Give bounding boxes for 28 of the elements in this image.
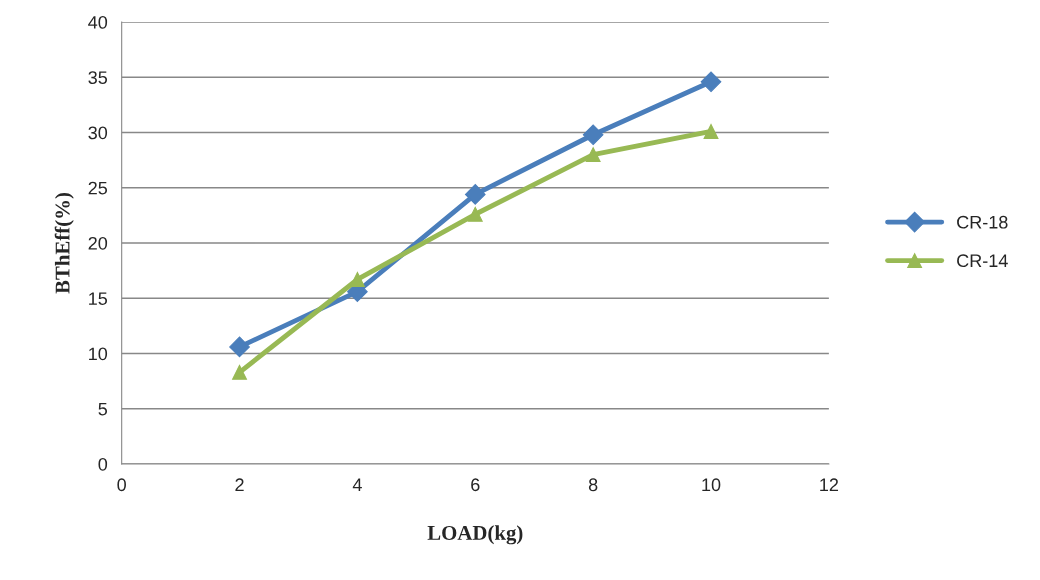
x-tick-label: 4 xyxy=(352,478,362,491)
x-axis-title: LOAD(kg) xyxy=(427,525,523,545)
y-tick-label: 15 xyxy=(89,292,108,305)
y-tick-label: 0 xyxy=(98,457,108,471)
point xyxy=(229,336,250,358)
x-tick-label: 12 xyxy=(820,478,839,491)
y-tick-label: 25 xyxy=(88,181,108,195)
x-tick-label: 6 xyxy=(471,478,480,492)
legend-label: CR-14 xyxy=(957,254,1008,268)
y-tick-label: 20 xyxy=(88,236,108,250)
point xyxy=(585,147,601,163)
x-tick-label: 10 xyxy=(702,478,721,492)
point xyxy=(700,71,722,93)
point xyxy=(467,206,483,222)
y-tick-label: 30 xyxy=(88,126,108,140)
y-tick-label: 10 xyxy=(89,347,108,361)
point xyxy=(703,123,719,139)
legend-label: CR-18 xyxy=(957,215,1008,229)
point xyxy=(232,364,248,380)
y-axis-title: BThEff(%) xyxy=(54,193,74,294)
x-tick-label: 0 xyxy=(117,478,126,492)
x-tick-label: 2 xyxy=(235,478,244,491)
x-tick-label: 8 xyxy=(588,478,598,492)
point xyxy=(582,124,604,146)
y-tick-label: 5 xyxy=(98,402,108,416)
y-tick-label: 35 xyxy=(88,71,108,85)
point xyxy=(464,184,486,205)
y-tick-label: 40 xyxy=(88,15,108,29)
